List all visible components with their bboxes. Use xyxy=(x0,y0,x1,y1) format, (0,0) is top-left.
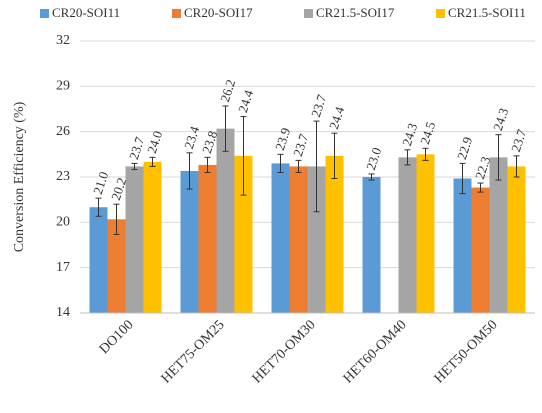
data-label: 24.4 xyxy=(235,88,256,115)
x-tick-label: HET60-OM40 xyxy=(341,317,410,386)
bar xyxy=(471,187,490,313)
bar xyxy=(89,207,108,313)
data-label: 23.7 xyxy=(508,127,529,154)
data-label: 23.7 xyxy=(308,92,329,119)
bar xyxy=(398,157,417,313)
bar xyxy=(325,155,344,313)
legend-swatch xyxy=(436,9,445,18)
data-label: 21.0 xyxy=(90,170,111,196)
bar xyxy=(234,155,253,313)
y-tick-label: 32 xyxy=(56,33,70,48)
data-label: 26.2 xyxy=(217,78,238,104)
bar xyxy=(180,170,199,313)
legend-label: CR21.5-SOI17 xyxy=(316,5,395,20)
x-tick-label: DO100 xyxy=(97,317,137,357)
x-tick-label: HET50-OM50 xyxy=(432,317,501,386)
y-tick-label: 20 xyxy=(56,215,70,230)
bar xyxy=(362,177,381,313)
x-tick-label: HET75-OM25 xyxy=(159,317,228,386)
data-label: 23.8 xyxy=(199,129,220,155)
data-label: 23.7 xyxy=(290,131,311,158)
data-label: 23.7 xyxy=(126,135,147,162)
bar xyxy=(489,157,508,313)
bar xyxy=(198,164,217,313)
legend-swatch xyxy=(40,9,49,18)
y-tick-label: 23 xyxy=(56,169,70,184)
data-label: 24.5 xyxy=(417,120,438,146)
data-label: 24.0 xyxy=(144,129,165,155)
y-tick-label: 29 xyxy=(56,79,70,94)
data-label: 24.4 xyxy=(326,104,347,131)
legend-swatch xyxy=(172,9,181,18)
bar xyxy=(216,128,235,313)
bar xyxy=(125,166,144,313)
bar xyxy=(453,178,472,313)
legend-label: CR21.5-SOI11 xyxy=(448,5,526,20)
x-tick-label: HET70-OM30 xyxy=(250,317,319,386)
y-tick-label: 14 xyxy=(56,305,70,320)
bar xyxy=(416,154,435,313)
data-label: 24.3 xyxy=(399,121,420,147)
bar xyxy=(507,166,526,313)
legend-swatch xyxy=(304,9,313,18)
data-label: 22.3 xyxy=(472,155,493,181)
data-label: 23.4 xyxy=(181,124,202,151)
y-tick-label: 26 xyxy=(56,124,70,139)
bar xyxy=(143,161,162,313)
y-tick-label: 17 xyxy=(56,260,70,275)
legend-label: CR20-SOI17 xyxy=(184,5,253,20)
bar xyxy=(107,219,126,313)
bar xyxy=(289,166,308,313)
y-axis-label: Conversion Efficiency (%) xyxy=(12,101,27,252)
legend-label: CR20-SOI11 xyxy=(52,5,120,20)
data-label: 23.0 xyxy=(363,146,384,172)
data-label: 23.9 xyxy=(272,126,293,152)
data-label: 24.3 xyxy=(490,106,511,132)
data-label: 20.2 xyxy=(108,176,129,202)
bar xyxy=(271,163,290,313)
bar xyxy=(307,166,326,313)
data-label: 22.9 xyxy=(454,135,475,161)
